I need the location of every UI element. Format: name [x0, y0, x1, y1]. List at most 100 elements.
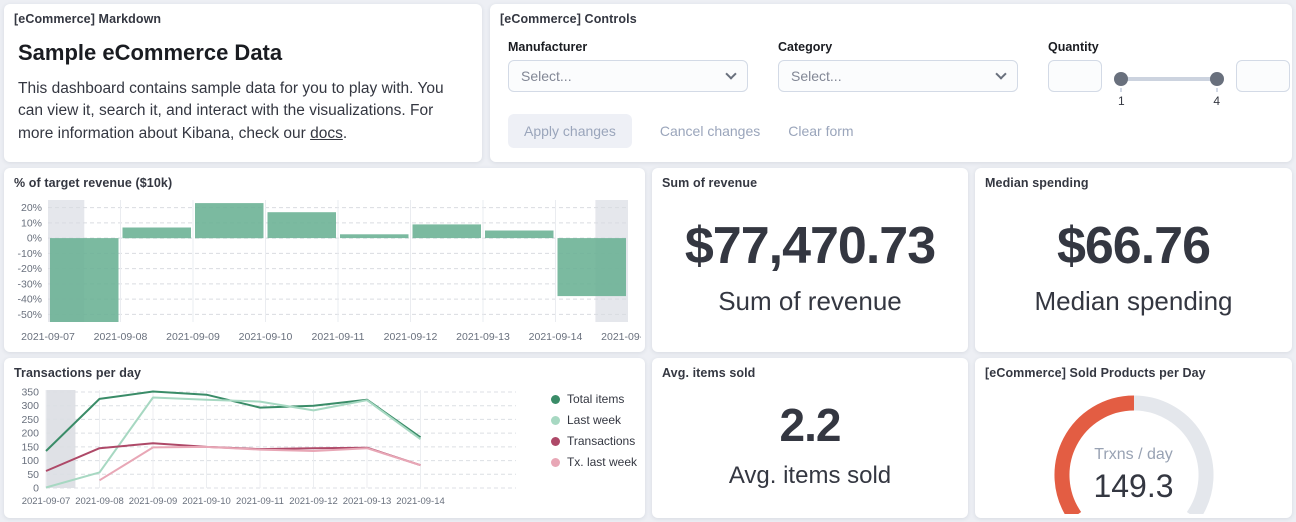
slider-track[interactable] — [1116, 77, 1222, 81]
median-spending-value: $66.76 — [1056, 216, 1211, 275]
svg-text:0%: 0% — [27, 233, 42, 245]
legend-dot-icon — [550, 436, 560, 446]
svg-text:2021-09-10: 2021-09-10 — [239, 331, 293, 343]
markdown-body: This dashboard contains sample data for … — [4, 66, 474, 145]
transactions-panel: Transactions per day 0 50 100 150 200 250 300 3… — [4, 358, 645, 518]
markdown-panel-title: [eCommerce] Markdown — [14, 12, 162, 26]
avg-items-panel: Avg. items sold 2.2 Avg. items sold — [652, 358, 968, 518]
sum-revenue-value: $77,470.73 — [684, 216, 936, 275]
bar-chart-svg[interactable]: 20% 10% 0% -10% -20% -30% -40% -50% 2021-09-07 20… — [8, 194, 655, 352]
manufacturer-select[interactable]: Select... — [508, 60, 748, 92]
sum-revenue-title: Sum of revenue — [662, 176, 758, 190]
svg-text:-10%: -10% — [17, 248, 42, 260]
median-spending-title: Median spending — [985, 176, 1089, 190]
cancel-changes-button[interactable]: Cancel changes — [659, 123, 761, 139]
legend-dot-icon — [550, 415, 560, 425]
svg-text:-40%: -40% — [17, 294, 42, 306]
slider-handle-min[interactable] — [1114, 72, 1128, 86]
avg-items-title: Avg. items sold — [662, 366, 756, 380]
quantity-max-input[interactable] — [1236, 60, 1290, 92]
legend-item[interactable]: Tx. last week — [550, 455, 637, 469]
slider-tick — [1120, 88, 1122, 92]
category-select[interactable]: Select... — [778, 60, 1018, 92]
apply-changes-button[interactable]: Apply changes — [508, 114, 632, 148]
svg-text:-20%: -20% — [17, 263, 42, 275]
svg-text:2021-09-09: 2021-09-09 — [129, 496, 178, 507]
svg-text:2021-09-11: 2021-09-11 — [236, 496, 284, 507]
line-chart-legend: Total items Last week Transactions Tx. last… — [550, 392, 637, 469]
svg-text:2021-09-12: 2021-09-12 — [289, 496, 338, 507]
markdown-body-text: This dashboard contains sample data for … — [18, 80, 444, 142]
trxns-gauge[interactable]: Trxns / day 149.3 — [975, 380, 1292, 518]
manufacturer-control: Manufacturer Select... — [508, 40, 748, 92]
category-label: Category — [778, 40, 833, 54]
svg-text:300: 300 — [21, 400, 39, 412]
svg-text:2021-09-08: 2021-09-08 — [75, 496, 124, 507]
svg-text:2021-09-08: 2021-09-08 — [94, 331, 148, 343]
legend-item[interactable]: Transactions — [550, 434, 637, 448]
gauge-title: [eCommerce] Sold Products per Day — [985, 366, 1206, 380]
slider-max-label: 4 — [1213, 94, 1220, 108]
legend-label: Last week — [566, 413, 621, 427]
svg-text:2021-09-11: 2021-09-11 — [312, 331, 365, 343]
chevron-down-icon — [725, 68, 737, 80]
legend-item[interactable]: Last week — [550, 413, 637, 427]
svg-text:-50%: -50% — [17, 309, 42, 321]
svg-text:2021-09-10: 2021-09-10 — [182, 496, 231, 507]
transactions-title: Transactions per day — [14, 366, 142, 380]
gauge-svg[interactable] — [1019, 380, 1249, 514]
svg-text:200: 200 — [21, 428, 39, 440]
svg-text:2021-09-13: 2021-09-13 — [343, 496, 392, 507]
legend-label: Transactions — [566, 434, 636, 448]
slider-tick — [1216, 88, 1218, 92]
svg-text:2021-09-14: 2021-09-14 — [529, 331, 583, 343]
svg-text:50: 50 — [27, 469, 39, 481]
controls-panel: [eCommerce] Controls Manufacturer Select… — [490, 4, 1292, 162]
manufacturer-select-placeholder: Select... — [521, 68, 572, 84]
gauge-label: Trxns / day — [1094, 446, 1173, 463]
markdown-body-period: . — [342, 124, 348, 142]
slider-min-label: 1 — [1118, 94, 1125, 108]
markdown-heading: Sample eCommerce Data — [18, 40, 283, 65]
svg-text:2021-09-09: 2021-09-09 — [166, 331, 220, 343]
sum-revenue-subtitle: Sum of revenue — [718, 285, 902, 316]
svg-text:100: 100 — [21, 455, 39, 467]
transactions-line-chart[interactable]: 0 50 100 150 200 250 300 350 2021-09-07 2021-09-0… — [4, 382, 645, 521]
sum-revenue-panel: Sum of revenue $77,470.73 Sum of revenue — [652, 168, 968, 352]
legend-dot-icon — [550, 394, 560, 404]
svg-text:0: 0 — [33, 483, 39, 495]
quantity-min-input[interactable] — [1048, 60, 1102, 92]
gauge-panel: [eCommerce] Sold Products per Day Trxns … — [975, 358, 1292, 518]
legend-label: Tx. last week — [566, 455, 637, 469]
avg-items-value: 2.2 — [779, 399, 842, 451]
controls-panel-title: [eCommerce] Controls — [500, 12, 637, 26]
svg-text:10%: 10% — [21, 217, 42, 229]
legend-label: Total items — [566, 392, 625, 406]
target-revenue-bar-chart[interactable]: 20% 10% 0% -10% -20% -30% -40% -50% 2021-09-07 20… — [4, 192, 655, 357]
median-spending-subtitle: Median spending — [1034, 285, 1233, 316]
clear-form-button[interactable]: Clear form — [788, 123, 854, 139]
svg-text:-30%: -30% — [17, 278, 42, 290]
slider-handle-max[interactable] — [1210, 72, 1224, 86]
svg-text:2021-09-15: 2021-09-15 — [601, 331, 641, 343]
quantity-control: Quantity 1 4 — [1048, 40, 1290, 108]
target-revenue-title: % of target revenue ($10k) — [14, 176, 173, 190]
svg-text:250: 250 — [21, 414, 39, 426]
gauge-value: 149.3 — [1093, 468, 1174, 504]
legend-item[interactable]: Total items — [550, 392, 637, 406]
target-revenue-panel: % of target revenue ($10k) 20% 10% 0% -10% -… — [4, 168, 655, 352]
markdown-panel: [eCommerce] Markdown Sample eCommerce Da… — [4, 4, 482, 162]
svg-text:2021-09-12: 2021-09-12 — [384, 331, 438, 343]
svg-text:2021-09-14: 2021-09-14 — [396, 496, 445, 507]
quantity-label: Quantity — [1048, 40, 1099, 54]
avg-items-subtitle: Avg. items sold — [728, 462, 892, 489]
svg-text:2021-09-13: 2021-09-13 — [456, 331, 510, 343]
category-control: Category Select... — [778, 40, 1018, 92]
svg-text:150: 150 — [21, 441, 39, 453]
legend-dot-icon — [550, 457, 560, 467]
svg-text:2021-09-07: 2021-09-07 — [21, 331, 75, 343]
chevron-down-icon — [995, 68, 1007, 80]
docs-link[interactable]: docs — [310, 124, 343, 142]
svg-text:2021-09-07: 2021-09-07 — [22, 496, 71, 507]
